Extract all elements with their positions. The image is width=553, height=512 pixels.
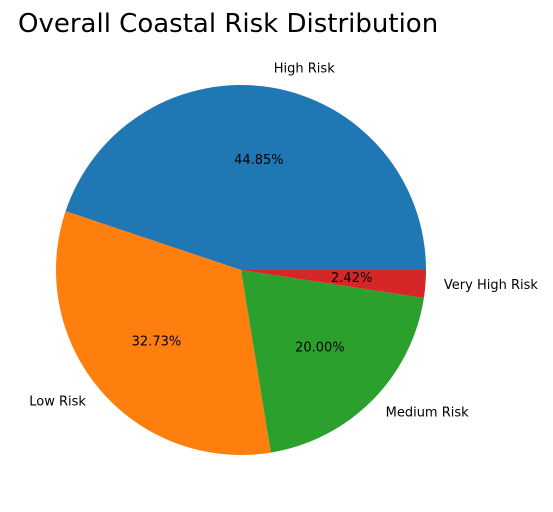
percent-medium-risk: 20.00% — [295, 341, 345, 356]
pie-labels: High Risk 44.85% Low Risk 32.73% Medium Risk… — [29, 62, 538, 421]
percent-high-risk: 44.85% — [234, 153, 284, 168]
slice-very-high-risk — [241, 270, 426, 299]
slice-high-risk — [65, 84, 427, 270]
percent-very-high-risk: 2.42% — [331, 271, 372, 286]
label-high-risk: High Risk — [274, 62, 335, 77]
label-medium-risk: Medium Risk — [386, 406, 470, 421]
chart-title: Overall Coastal Risk Distribution — [18, 9, 438, 39]
slice-medium-risk — [241, 270, 424, 453]
label-low-risk: Low Risk — [29, 394, 86, 409]
percent-low-risk: 32.73% — [132, 334, 182, 349]
label-very-high-risk: Very High Risk — [444, 278, 538, 293]
slice-low-risk — [56, 211, 271, 455]
pie-slices — [56, 84, 427, 455]
